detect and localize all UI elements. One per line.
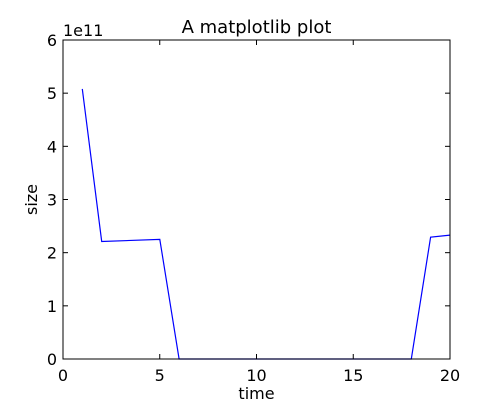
y-tick-label: 6 bbox=[47, 31, 57, 50]
y-tick-label: 0 bbox=[47, 350, 57, 369]
series-line bbox=[81, 88, 451, 360]
ticks-layer: 0 5 10 15 20 0 1 2 3 4 5 6 bbox=[47, 31, 460, 385]
y-tick-label: 3 bbox=[47, 191, 57, 210]
y-offset-label: 1e11 bbox=[63, 21, 103, 40]
y-tick-label: 5 bbox=[47, 84, 57, 103]
y-axis-label: size bbox=[22, 184, 41, 215]
y-tick-label: 2 bbox=[47, 244, 57, 263]
plot-frame bbox=[62, 39, 451, 360]
x-tick-label: 10 bbox=[246, 366, 266, 385]
x-axis-label: time bbox=[238, 384, 274, 400]
y-tick-label: 4 bbox=[47, 137, 57, 156]
chart-title: A matplotlib plot bbox=[182, 17, 332, 38]
x-tick-label: 5 bbox=[155, 366, 165, 385]
x-tick-label: 0 bbox=[58, 366, 68, 385]
y-tick-label: 1 bbox=[47, 297, 57, 316]
x-tick-label: 15 bbox=[343, 366, 363, 385]
x-tick-label: 20 bbox=[440, 366, 460, 385]
series-layer bbox=[81, 88, 451, 360]
